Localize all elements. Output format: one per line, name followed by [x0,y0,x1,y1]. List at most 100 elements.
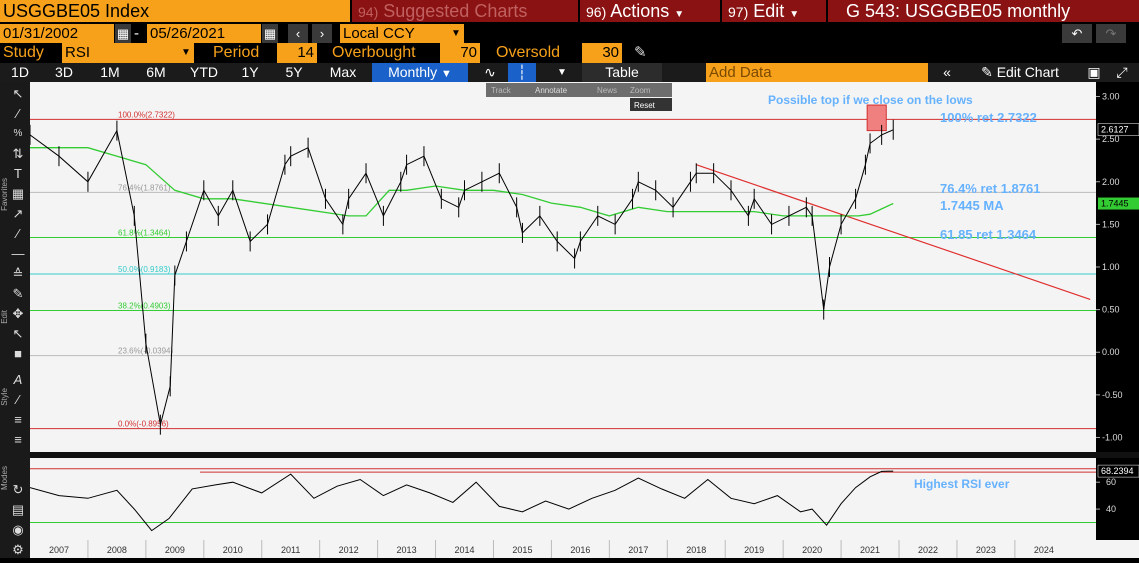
zoom-tool[interactable]: Zoom [630,86,651,95]
rsi-tick-label: 40 [1106,504,1116,514]
actions-menu-button[interactable]: 96) Actions ▼ [580,0,720,22]
drawing-tools-sidebar: ↖ ∕ % ⇅ T ▦ ↗ ∕ — ≙ ✎ ✥ ↖ ■ A ∕ ≡ ≡ ↻ ▤ … [0,82,30,558]
price-pane[interactable] [30,82,1096,452]
chart-type-dropdown-icon[interactable]: ▼ [557,67,567,78]
fibonacci-icon[interactable]: ⇅ [12,146,24,161]
pitchfork-icon[interactable]: ≙ [12,266,24,281]
percent-tool-icon[interactable]: % [13,128,23,139]
annotate-font-icon[interactable]: A [13,372,23,387]
x-tick-label: 2024 [1034,545,1054,555]
edit-menu-button[interactable]: 97) Edit ▼ [722,0,826,22]
annotation-ma: 1.7445 MA [940,198,1004,213]
rsi-tick-label: 60 [1106,477,1116,487]
range-3d-button[interactable]: 3D [55,64,73,80]
annotate-tool[interactable]: Annotate [535,86,568,95]
line-chart-icon[interactable]: ∿ [484,64,496,80]
table-button[interactable]: Table [582,63,662,82]
y-tick-label: 1.00 [1102,262,1120,272]
settings-gear-icon[interactable]: ⚙ [12,542,24,557]
cursor-icon[interactable]: ↖ [12,86,24,101]
modes-side-label: Modes [0,466,9,491]
suggested-label: Suggested Charts [383,1,528,21]
date-separator: - [134,25,139,42]
range-1y-button[interactable]: 1Y [241,64,259,80]
currency-select[interactable]: Local CCY [340,24,448,43]
oversold-field[interactable]: 30 [582,43,622,63]
fib-level-label: 61.8%(1.3464) [118,228,171,237]
color-picker-icon[interactable]: ◉ [12,522,24,537]
chart-title: G 543: USGGBE05 monthly [828,0,1139,22]
bar-chart-icon[interactable]: ┆ [508,63,536,82]
price-axis-bg [1096,82,1139,452]
end-date-field[interactable]: 05/26/2021 [147,24,261,43]
range-1d-button[interactable]: 1D [11,64,29,80]
trash-icon[interactable]: ■ [14,346,22,361]
layers-icon[interactable]: ▤ [11,502,25,517]
oversold-label: Oversold [496,44,561,61]
rsi-last-tag [1097,464,1139,478]
range-max-button[interactable]: Max [329,64,357,80]
channel-icon[interactable]: ▦ [11,186,25,201]
currency-dropdown-icon[interactable]: ▼ [448,24,464,43]
text-tool-icon[interactable]: T [14,166,22,181]
range-ytd-button[interactable]: YTD [190,64,218,80]
line-style-icon[interactable]: ∕ [16,392,20,407]
pencil-icon[interactable]: ✎ [634,44,647,61]
period-field[interactable]: 14 [277,43,317,63]
style-options-icon[interactable]: ≡ [14,432,22,447]
pen-icon[interactable]: ✎ [12,286,24,301]
pencil-icon: ✎ [981,64,993,80]
back-arrow-icon[interactable]: ‹ [288,24,308,43]
diagonal-line-icon[interactable]: ∕ [16,226,20,241]
title-bar: USGGBE05 Index 94) Suggested Charts 96) … [0,0,1139,22]
ray-icon[interactable]: ↗ [12,206,24,221]
news-tool[interactable]: News [597,86,617,95]
start-date-field[interactable]: 01/31/2002 [0,24,114,43]
x-tick-label: 2020 [802,545,822,555]
expand-icon[interactable]: ⤢ [1116,64,1128,80]
collapse-icon[interactable]: « [943,64,951,80]
redo-icon[interactable]: ↷ [1096,24,1126,43]
range-5y-button[interactable]: 5Y [285,64,303,80]
time-axis-bg [30,540,1139,558]
frequency-select[interactable]: Monthly ▼ [372,63,468,82]
x-tick-label: 2014 [454,545,474,555]
forward-arrow-icon[interactable]: › [312,24,332,43]
ticker-field[interactable]: USGGBE05 Index [0,0,350,22]
chart-settings-icon[interactable]: ▣ [1087,64,1101,80]
study-dropdown-icon[interactable]: ▼ [178,43,194,63]
add-data-input[interactable]: Add Data [706,63,928,82]
edit-chart-button[interactable]: ✎ Edit Chart [964,63,1076,82]
x-tick-label: 2008 [107,545,127,555]
horizontal-line-icon[interactable]: — [11,246,25,261]
calendar-icon[interactable]: ▦ [115,24,131,43]
line-draw-icon[interactable]: ∕ [16,106,20,121]
rsi-pane[interactable] [30,458,1096,540]
overbought-field[interactable]: 70 [440,43,480,63]
fib-level-label: 0.0%(-0.8956) [118,420,169,429]
annotation-possible-top: Possible top if we close on the lows [768,93,973,107]
rsi-last-label: 68.2394 [1101,466,1134,476]
last-ma-label: 1.7445 [1101,199,1129,209]
x-tick-label: 2022 [918,545,938,555]
chart-area[interactable]: 3.00 2.50 2.00 1.50 1.00 0.50 0.00 -0.50 -1.00 10… [29,82,1139,558]
last-price-tag [1097,123,1139,136]
undo-icon[interactable]: ↶ [1062,24,1092,43]
study-select[interactable]: RSI [62,43,178,63]
edit-label: Edit [753,1,785,21]
calendar-icon[interactable]: ▦ [262,24,278,43]
range-1m-button[interactable]: 1M [100,64,120,80]
favorites-label: Favorites [0,178,9,211]
range-6m-button[interactable]: 6M [146,64,166,80]
track-tool[interactable]: Track [491,86,512,95]
caret-down-icon: ▼ [789,9,800,20]
refresh-icon[interactable]: ↻ [12,482,24,497]
suggested-charts-button[interactable]: 94) Suggested Charts [352,0,578,22]
select-icon[interactable]: ↖ [12,326,24,341]
reset-button[interactable]: Reset [634,101,656,110]
line-weight-icon[interactable]: ≡ [14,412,22,427]
y-tick-label: 2.50 [1102,134,1120,144]
x-tick-label: 2011 [281,545,300,555]
pane-divider[interactable] [30,452,1139,458]
move-icon[interactable]: ✥ [12,306,24,321]
